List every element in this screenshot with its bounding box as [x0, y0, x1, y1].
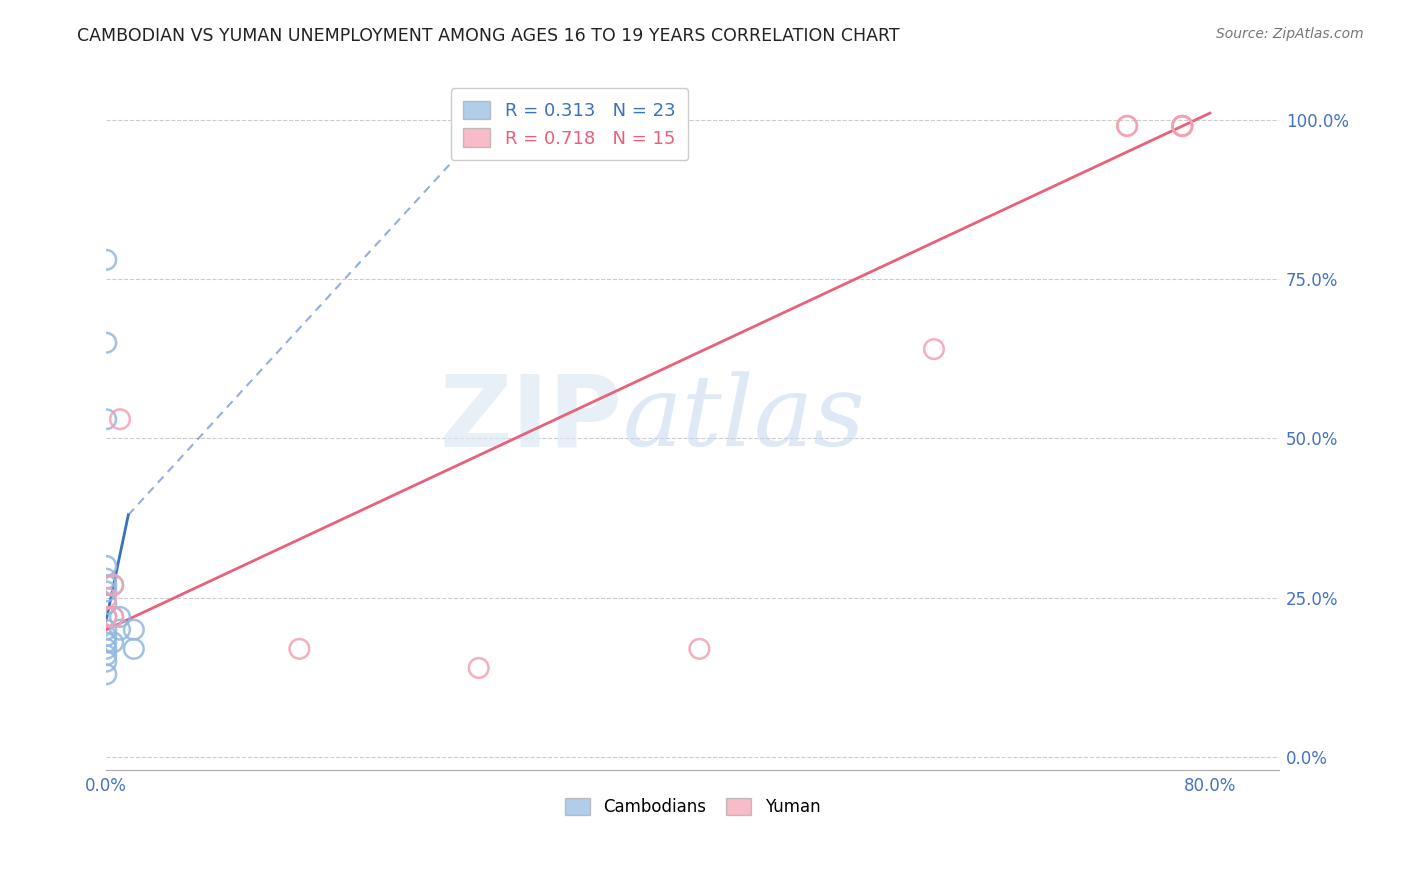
Point — [96, 655, 118, 669]
Point — [96, 635, 118, 649]
Point — [96, 252, 118, 267]
Point — [96, 335, 118, 350]
Text: atlas: atlas — [623, 372, 865, 467]
Text: Source: ZipAtlas.com: Source: ZipAtlas.com — [1216, 27, 1364, 41]
Point — [96, 584, 118, 599]
Text: CAMBODIAN VS YUMAN UNEMPLOYMENT AMONG AGES 16 TO 19 YEARS CORRELATION CHART: CAMBODIAN VS YUMAN UNEMPLOYMENT AMONG AG… — [77, 27, 900, 45]
Point — [96, 648, 118, 663]
Point — [1116, 119, 1139, 133]
Point — [1171, 119, 1194, 133]
Point — [1171, 119, 1194, 133]
Point — [108, 412, 131, 426]
Point — [96, 597, 118, 611]
Point — [108, 623, 131, 637]
Text: ZIP: ZIP — [439, 371, 623, 467]
Point — [108, 610, 131, 624]
Point — [122, 641, 145, 656]
Point — [1171, 119, 1194, 133]
Point — [101, 578, 124, 592]
Point — [96, 572, 118, 586]
Point — [101, 635, 124, 649]
Point — [101, 610, 124, 624]
Point — [288, 641, 311, 656]
Point — [96, 558, 118, 573]
Point — [467, 661, 489, 675]
Point — [688, 641, 710, 656]
Point — [96, 610, 118, 624]
Point — [101, 610, 124, 624]
Point — [96, 641, 118, 656]
Point — [96, 667, 118, 681]
Point — [96, 591, 118, 605]
Point — [96, 412, 118, 426]
Legend: Cambodians, Yuman: Cambodians, Yuman — [557, 790, 828, 825]
Point — [96, 578, 118, 592]
Point — [96, 629, 118, 643]
Point — [96, 610, 118, 624]
Point — [96, 623, 118, 637]
Point — [922, 342, 945, 356]
Point — [122, 623, 145, 637]
Point — [1116, 119, 1139, 133]
Point — [101, 578, 124, 592]
Point — [1171, 119, 1194, 133]
